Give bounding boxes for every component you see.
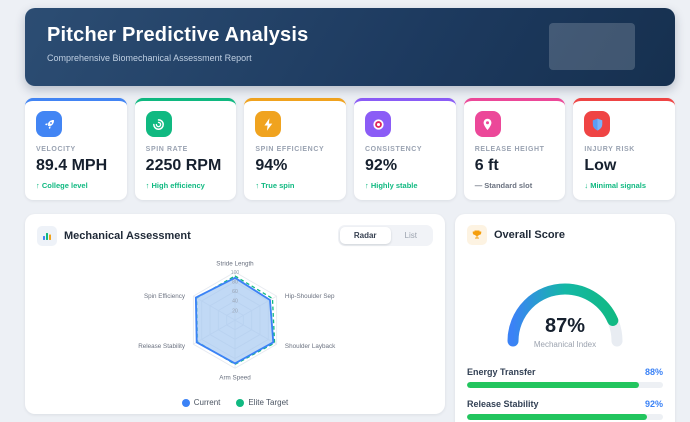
metric-value: 2250 RPM — [145, 157, 222, 174]
svg-text:Spin Efficiency: Spin Efficiency — [144, 293, 186, 300]
view-toggle: Radar List — [337, 225, 433, 246]
progress-fill — [467, 414, 648, 420]
radar-chart-svg: 20 40 60 80 100 Stride Length Hip-Shoulder Sep… — [138, 261, 336, 382]
bar-label: Energy Transfer — [467, 367, 536, 377]
svg-text:100: 100 — [231, 270, 240, 276]
current-legend-dot — [181, 398, 190, 407]
metric-label: SPIN RATE — [145, 146, 188, 153]
target-icon — [365, 111, 392, 137]
progress-track — [467, 414, 663, 420]
metric-trend: ↑ High efficiency — [145, 181, 205, 190]
legend-item-elite-target: Elite Target — [236, 398, 288, 407]
metric-label: INJURY RISK — [584, 146, 635, 153]
metric-label: VELOCITY — [36, 146, 76, 153]
progress-fill — [467, 382, 640, 388]
gauge-text: 87% Mechanical Index — [485, 315, 645, 349]
metric-trend: — Standard slot — [474, 181, 533, 190]
svg-text:Arm Speed: Arm Speed — [219, 374, 251, 381]
mechanical-assessment-panel: Mechanical Assessment Radar List 20 40 60 8… — [25, 214, 445, 414]
bar-chart-icon — [37, 225, 57, 246]
header-logo-placeholder — [549, 23, 635, 70]
overall-score-gauge: 87% Mechanical Index — [485, 261, 645, 353]
metric-card-release-height: RELEASE HEIGHT 6 ft — Standard slot — [463, 98, 566, 200]
svg-text:20: 20 — [232, 308, 238, 314]
radar-legend: Current Elite Target — [37, 398, 433, 407]
metric-card-consistency: CONSISTENCY 92% ↑ Highly stable — [354, 98, 456, 200]
progress-track — [467, 382, 663, 388]
metric-value: 94% — [255, 157, 288, 174]
rocket-icon — [36, 111, 62, 137]
metric-value: Low — [584, 157, 617, 174]
bar-value: 92% — [644, 399, 663, 409]
score-bar-energy-transfer: Energy Transfer 88% — [467, 367, 663, 388]
metric-value: 92% — [365, 157, 398, 174]
legend-item-current: Current — [181, 398, 221, 407]
metric-label: RELEASE HEIGHT — [474, 146, 545, 153]
metric-trend: ↑ True spin — [255, 181, 295, 190]
legend-label: Elite Target — [248, 398, 289, 407]
gauge-svg — [507, 283, 623, 347]
page-title: Pitcher Predictive Analysis — [47, 24, 309, 46]
trophy-icon — [467, 225, 487, 245]
metric-label: CONSISTENCY — [365, 146, 423, 153]
radar-chart: 20 40 60 80 100 Stride Length Hip-Shoulder Sep… — [37, 248, 433, 407]
cyclone-icon — [145, 111, 172, 137]
legend-label: Current — [193, 398, 221, 407]
overall-score-panel: Overall Score 87% Mechanical Index Energ… — [455, 214, 675, 422]
radar-view-button[interactable]: Radar — [339, 227, 391, 244]
gauge-value: 87% — [544, 315, 586, 337]
shield-icon — [584, 111, 611, 137]
overall-score-header: Overall Score — [467, 225, 663, 245]
metric-card-velocity: VELOCITY 89.4 MPH ↑ College level — [25, 98, 127, 200]
svg-text:80: 80 — [232, 280, 238, 286]
list-view-button[interactable]: List — [391, 227, 431, 244]
svg-text:40: 40 — [232, 299, 238, 305]
metric-card-injury-risk: INJURY RISK Low ↓ Minimal signals — [573, 98, 676, 200]
metric-label: SPIN EFFICIENCY — [255, 146, 325, 153]
metric-value: 89.4 MPH — [36, 157, 108, 174]
bolt-icon — [255, 111, 282, 137]
metric-card-spin-rate: SPIN RATE 2250 RPM ↑ High efficiency — [134, 98, 237, 200]
mechanical-assessment-header: Mechanical Assessment Radar List — [37, 225, 433, 246]
panel-title: Overall Score — [494, 229, 565, 241]
svg-text:Hip-Shoulder Sep: Hip-Shoulder Sep — [285, 293, 335, 300]
svg-text:Stride Length: Stride Length — [216, 261, 254, 268]
svg-text:Shoulder Layback: Shoulder Layback — [285, 343, 336, 350]
gauge-label: Mechanical Index — [533, 340, 597, 349]
metric-card-spin-efficiency: SPIN EFFICIENCY 94% ↑ True spin — [244, 98, 347, 200]
page-subtitle: Comprehensive Biomechanical Assessment R… — [47, 53, 252, 63]
metric-cards-row: VELOCITY 89.4 MPH ↑ College level SPIN R… — [25, 98, 676, 200]
bar-value: 88% — [644, 367, 663, 377]
metric-value: 6 ft — [474, 157, 499, 174]
elite-target-legend-dot — [236, 398, 245, 407]
score-bar-release-stability: Release Stability 92% — [467, 399, 663, 420]
panel-title: Mechanical Assessment — [64, 229, 191, 242]
metric-trend: ↑ College level — [36, 181, 88, 190]
main-content: Mechanical Assessment Radar List 20 40 60 8… — [25, 214, 675, 422]
metric-trend: ↑ Highly stable — [365, 181, 418, 190]
metric-trend: ↓ Minimal signals — [584, 181, 647, 190]
svg-text:Release Stability: Release Stability — [138, 343, 186, 350]
score-bars: Energy Transfer 88% Release Stability 92… — [467, 367, 663, 422]
svg-text:60: 60 — [232, 289, 238, 295]
header-banner: Pitcher Predictive Analysis Comprehensiv… — [25, 8, 675, 86]
pin-icon — [474, 111, 501, 137]
bar-label: Release Stability — [467, 399, 539, 409]
